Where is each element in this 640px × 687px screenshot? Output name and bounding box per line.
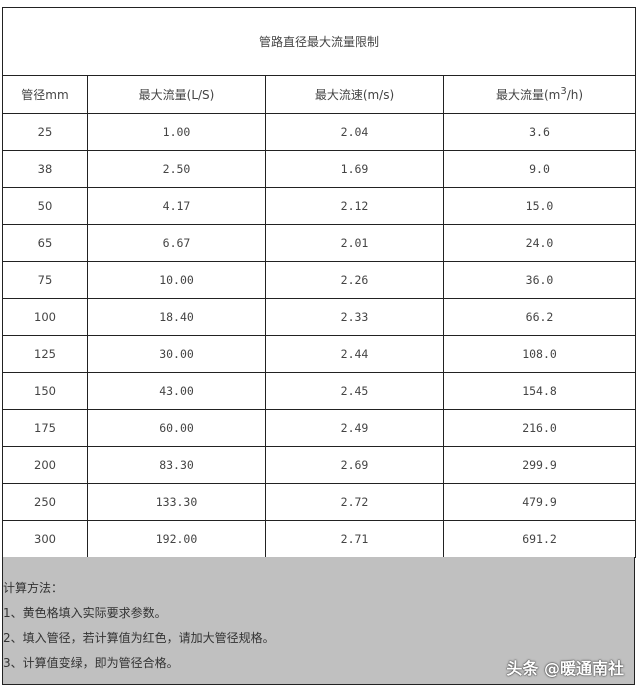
header-text: 最大流量(m [495,88,561,102]
table-cell: 36.0 [442,261,637,299]
table-cell: 2.04 [265,113,444,151]
table-cell: 3.6 [442,113,637,151]
table-cell: 150 [2,372,88,410]
header-max-velocity: 最大流速(m/s) [265,75,444,114]
table-cell: 175 [2,409,88,447]
table-row: 175 60.00 2.49 216.0 [2,409,637,447]
table-cell: 10.00 [87,261,266,299]
table-cell: 1.69 [265,150,444,188]
table-cell: 125 [2,335,88,373]
header-max-flow-ls: 最大流量(L/S) [87,75,266,114]
table-cell: 691.2 [442,520,637,558]
table-cell: 200 [2,446,88,484]
table-row: 250 133.30 2.72 479.9 [2,483,637,521]
table-row: 125 30.00 2.44 108.0 [2,335,637,373]
table-cell: 83.30 [87,446,266,484]
table-cell: 25 [2,113,88,151]
table-row: 75 10.00 2.26 36.0 [2,261,637,299]
table-cell: 15.0 [442,187,637,225]
table-cell: 9.0 [442,150,637,188]
table-cell: 154.8 [442,372,637,410]
table-row: 65 6.67 2.01 24.0 [2,224,637,262]
table-cell: 24.0 [442,224,637,262]
superscript: 3 [560,86,567,97]
notes-heading: 计算方法： [3,581,64,595]
table-cell: 250 [2,483,88,521]
header-text: /h) [566,88,584,102]
table-row: 25 1.00 2.04 3.6 [2,113,637,151]
header-max-flow-m3h: 最大流量(m3/h) [442,75,637,114]
table-row: 50 4.17 2.12 15.0 [2,187,637,225]
watermark: 头条 @暖通南社 [506,659,624,678]
header-diameter: 管径mm [2,75,88,114]
table-title: 管路直径最大流量限制 [1,7,637,76]
table-cell: 60.00 [87,409,266,447]
note-line: 2、填入管径，若计算值为红色，请加大管径规格。 [3,631,275,645]
table-row: 150 43.00 2.45 154.8 [2,372,637,410]
table-row: 300 192.00 2.71 691.2 [2,520,637,558]
table-cell: 216.0 [442,409,637,447]
table-cell: 18.40 [87,298,266,336]
table-cell: 65 [2,224,88,262]
table-cell: 100 [2,298,88,336]
table-cell: 30.00 [87,335,266,373]
table-cell: 2.45 [265,372,444,410]
table-cell: 2.69 [265,446,444,484]
table-cell: 108.0 [442,335,637,373]
table-cell: 6.67 [87,224,266,262]
table-cell: 2.01 [265,224,444,262]
table-cell: 192.00 [87,520,266,558]
table-cell: 2.71 [265,520,444,558]
table-cell: 66.2 [442,298,637,336]
table-cell: 38 [2,150,88,188]
table-row: 200 83.30 2.69 299.9 [2,446,637,484]
calculation-notes: 计算方法： 1、黄色格填入实际要求参数。 2、填入管径，若计算值为红色，请加大管… [2,557,635,685]
table-row: 38 2.50 1.69 9.0 [2,150,637,188]
table-cell: 2.50 [87,150,266,188]
table-cell: 4.17 [87,187,266,225]
table-cell: 2.49 [265,409,444,447]
table-cell: 2.72 [265,483,444,521]
table-cell: 479.9 [442,483,637,521]
table-row: 100 18.40 2.33 66.2 [2,298,637,336]
table-cell: 133.30 [87,483,266,521]
table-cell: 50 [2,187,88,225]
table-cell: 2.44 [265,335,444,373]
note-line: 1、黄色格填入实际要求参数。 [3,606,167,620]
table-cell: 2.33 [265,298,444,336]
note-line: 3、计算值变绿，即为管径合格。 [3,656,179,670]
header-row: 管径mm 最大流量(L/S) 最大流速(m/s) 最大流量(m3/h) [2,75,637,114]
pipe-flow-table: 管路直径最大流量限制 管径mm 最大流量(L/S) 最大流速(m/s) 最大流量… [1,7,637,558]
table-cell: 1.00 [87,113,266,151]
table-cell: 2.26 [265,261,444,299]
table-cell: 2.12 [265,187,444,225]
table-cell: 299.9 [442,446,637,484]
table-cell: 43.00 [87,372,266,410]
table-cell: 75 [2,261,88,299]
table-cell: 300 [2,520,88,558]
